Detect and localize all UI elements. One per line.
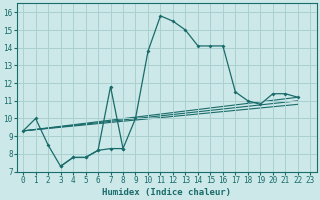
X-axis label: Humidex (Indice chaleur): Humidex (Indice chaleur) [102,188,231,197]
